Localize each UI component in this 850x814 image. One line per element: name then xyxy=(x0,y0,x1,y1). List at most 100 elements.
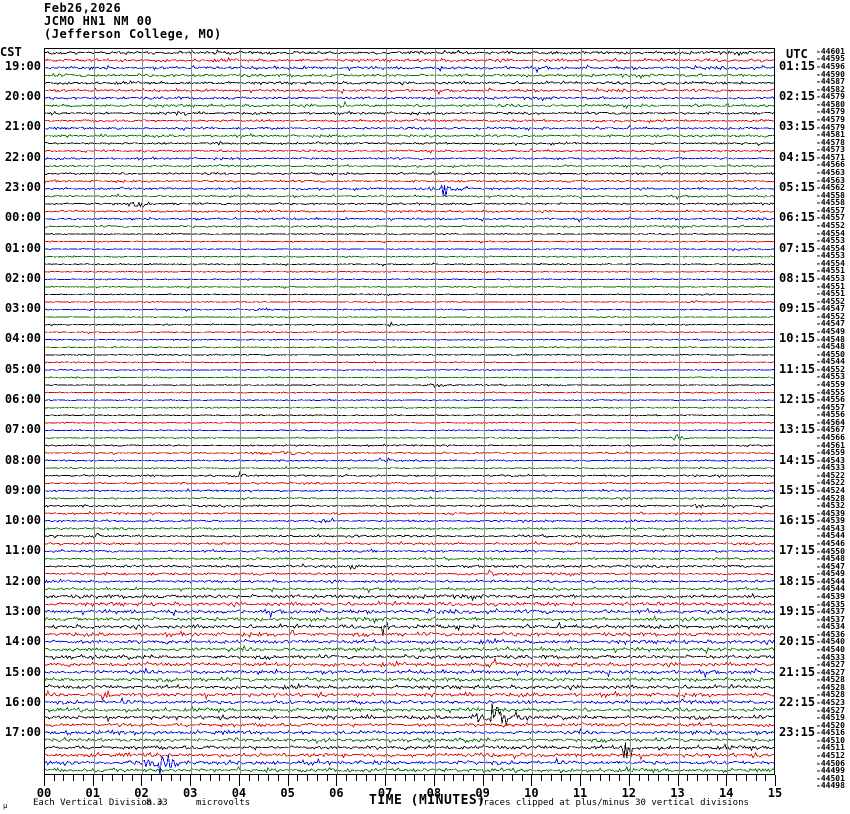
tick-major xyxy=(580,775,582,786)
left-timezone-label: CST xyxy=(0,45,22,59)
gridline-minute-02 xyxy=(142,49,144,774)
tick-minor xyxy=(541,775,543,781)
trace-91 xyxy=(45,736,774,745)
trace-50 xyxy=(45,429,774,432)
trace-62 xyxy=(45,517,774,524)
trace-offset-90: -44516 xyxy=(816,728,845,738)
trace-offset-62: -44539 xyxy=(816,516,845,526)
trace-offset-13: -44573 xyxy=(816,145,845,155)
trace-offset-44: -44559 xyxy=(816,379,845,389)
left-hour-label-1400: 14:00 xyxy=(4,634,41,649)
trace-offset-29: -44551 xyxy=(816,266,845,276)
trace-offset-56: -44522 xyxy=(816,470,845,480)
trace-offset-24: -44554 xyxy=(816,228,845,238)
tick-minor xyxy=(297,775,299,781)
tick-minor xyxy=(258,775,260,781)
trace-34 xyxy=(45,307,774,312)
x-tick-label-14: 14 xyxy=(719,786,734,800)
trace-4 xyxy=(45,79,774,86)
trace-42 xyxy=(45,368,774,372)
trace-offset-50: -44567 xyxy=(816,425,845,435)
tick-minor xyxy=(82,775,84,781)
tick-minor xyxy=(63,775,65,781)
trace-68 xyxy=(45,563,774,570)
trace-offset-80: -44533 xyxy=(816,652,845,662)
trace-offset-11: -44581 xyxy=(816,130,845,140)
trace-offset-37: -44549 xyxy=(816,326,845,336)
left-hour-label-1900: 19:00 xyxy=(4,58,41,73)
trace-offset-48: -44556 xyxy=(816,410,845,420)
tick-minor xyxy=(121,775,123,781)
tick-minor xyxy=(170,775,172,781)
trace-offset-12: -44578 xyxy=(816,137,845,147)
tick-minor xyxy=(248,775,250,781)
trace-9 xyxy=(45,118,774,124)
x-tick-label-08: 08 xyxy=(426,786,442,800)
trace-offset-65: -44546 xyxy=(816,539,845,549)
trace-offset-49: -44564 xyxy=(816,417,845,427)
trace-64 xyxy=(45,533,774,539)
trace-offset-47: -44557 xyxy=(816,402,845,412)
tick-minor xyxy=(326,775,328,781)
tick-minor xyxy=(492,775,494,781)
tick-minor xyxy=(277,775,279,781)
right-hour-label-2215: 22:15 xyxy=(779,694,816,709)
left-hour-label-2300: 23:00 xyxy=(4,179,41,194)
trace-92 xyxy=(45,742,774,759)
trace-44 xyxy=(45,383,774,389)
tick-minor xyxy=(73,775,75,781)
scale-label: Each Vertical Division = xyxy=(33,798,164,808)
right-hour-label-1915: 19:15 xyxy=(779,604,816,619)
left-hour-label-2200: 22:00 xyxy=(4,149,41,164)
trace-offset-30: -44553 xyxy=(816,273,845,283)
trace-offset-72: -44539 xyxy=(816,592,845,602)
trace-45 xyxy=(45,391,774,394)
gridline-minute-05 xyxy=(288,49,290,774)
right-hour-label-1015: 10:15 xyxy=(779,331,816,346)
trace-47 xyxy=(45,406,774,410)
x-tick-label-01: 01 xyxy=(85,786,100,800)
trace-88 xyxy=(45,703,774,726)
right-hour-label-1315: 13:15 xyxy=(779,422,816,437)
trace-offset-78: -44540 xyxy=(816,637,845,647)
trace-19 xyxy=(45,193,774,201)
x-tick-label-04: 04 xyxy=(231,786,247,800)
right-hour-label-2015: 20:15 xyxy=(779,634,816,649)
trace-76 xyxy=(45,621,774,637)
trace-71 xyxy=(45,586,774,594)
trace-offset-33: -44552 xyxy=(816,296,845,306)
left-hour-label-1100: 11:00 xyxy=(4,543,41,558)
tick-major xyxy=(628,775,630,786)
trace-offset-34: -44547 xyxy=(816,304,845,314)
trace-offset-51: -44566 xyxy=(816,433,845,442)
trace-offset-16: -44563 xyxy=(816,167,845,177)
trace-63 xyxy=(45,526,774,532)
trace-offset-19: -44558 xyxy=(816,190,845,200)
trace-8 xyxy=(45,110,774,116)
trace-offset-86: -44523 xyxy=(816,698,845,708)
tick-minor xyxy=(765,775,767,781)
trace-39 xyxy=(45,345,774,349)
right-hour-label-1215: 12:15 xyxy=(779,391,816,406)
x-tick-label-15: 15 xyxy=(767,786,783,800)
right-hour-label-1815: 18:15 xyxy=(779,573,816,588)
trace-offset-55: -44533 xyxy=(816,463,845,473)
trace-20 xyxy=(45,201,774,208)
trace-offset-18: -44562 xyxy=(816,183,845,193)
trace-offset-4: -44587 xyxy=(816,77,845,87)
micro-symbol: µ xyxy=(3,802,8,810)
tick-major xyxy=(336,775,338,786)
trace-72 xyxy=(45,592,774,602)
right-hour-label-1415: 14:15 xyxy=(779,452,816,467)
gridline-minute-12 xyxy=(629,49,631,774)
right-hour-label-1715: 17:15 xyxy=(779,543,816,558)
trace-offset-values: -44601 -44595 -44596 -44590 -44587 -44582 -445… xyxy=(816,47,850,790)
trace-53 xyxy=(45,450,774,456)
trace-offset-7: -44580 xyxy=(816,99,845,109)
tick-minor xyxy=(307,775,309,781)
trace-66 xyxy=(45,548,774,554)
x-tick-label-13: 13 xyxy=(670,786,685,800)
tick-minor xyxy=(589,775,591,781)
plot-header: Feb26,2026 JCMO HN1 NM 00 (Jefferson Col… xyxy=(44,2,222,41)
tick-minor xyxy=(521,775,523,781)
